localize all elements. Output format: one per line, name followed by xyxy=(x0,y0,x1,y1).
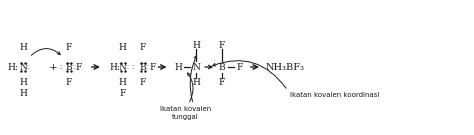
Text: H:: H: xyxy=(110,63,120,72)
FancyArrowPatch shape xyxy=(190,56,197,102)
Text: ··: ·· xyxy=(146,64,149,69)
Text: F: F xyxy=(119,89,126,98)
Text: ··: ·· xyxy=(132,64,136,69)
Text: ··: ·· xyxy=(26,64,30,69)
Text: H: H xyxy=(174,63,182,72)
Text: ··: ·· xyxy=(72,64,76,69)
FancyArrowPatch shape xyxy=(188,73,193,102)
FancyArrowPatch shape xyxy=(31,49,60,55)
Text: H: H xyxy=(19,89,27,98)
Text: F: F xyxy=(76,63,82,72)
Text: ··: ·· xyxy=(59,66,63,71)
Text: N: N xyxy=(192,63,200,72)
Text: B: B xyxy=(139,63,146,72)
Text: N: N xyxy=(19,63,27,72)
FancyArrowPatch shape xyxy=(213,61,286,88)
Text: F: F xyxy=(219,78,225,87)
Text: F: F xyxy=(66,43,72,52)
Text: H: H xyxy=(192,41,200,50)
Text: H: H xyxy=(118,78,127,87)
Text: H: H xyxy=(19,78,27,87)
Text: +: + xyxy=(49,63,57,72)
Text: H:: H: xyxy=(8,63,18,72)
Text: H: H xyxy=(19,43,27,52)
Text: ··: ·· xyxy=(59,64,63,69)
Text: tunggal: tunggal xyxy=(172,114,199,120)
Text: ··: ·· xyxy=(126,66,130,71)
Text: ··: ·· xyxy=(72,66,76,71)
Text: F: F xyxy=(139,78,146,87)
Text: H: H xyxy=(192,78,200,87)
Text: B: B xyxy=(219,63,226,72)
Text: ··: ·· xyxy=(146,66,149,71)
Text: ··: ·· xyxy=(126,64,130,69)
Text: ··: ·· xyxy=(132,66,136,71)
Text: ··: ·· xyxy=(26,66,30,71)
Text: NH₃BF₃: NH₃BF₃ xyxy=(266,63,305,72)
Text: Ikatan kovalen koordinasi: Ikatan kovalen koordinasi xyxy=(290,92,379,98)
Text: Ikatan kovalen: Ikatan kovalen xyxy=(160,106,211,112)
Text: F: F xyxy=(149,63,155,72)
Text: F: F xyxy=(66,78,72,87)
Text: H: H xyxy=(118,43,127,52)
Text: F: F xyxy=(219,41,225,50)
Text: N: N xyxy=(118,63,127,72)
Text: B: B xyxy=(66,63,73,72)
Text: F: F xyxy=(237,63,243,72)
Text: F: F xyxy=(139,43,146,52)
